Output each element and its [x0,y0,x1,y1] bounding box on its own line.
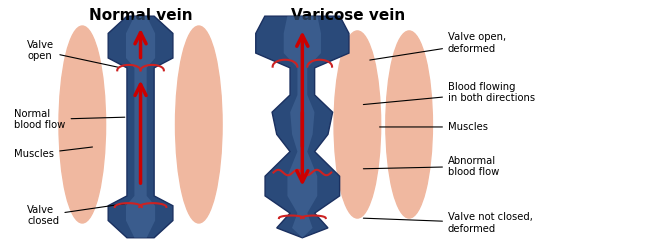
Text: Muscles: Muscles [14,147,92,159]
Text: Valve open,
deformed: Valve open, deformed [370,32,506,60]
Text: Valve
open: Valve open [27,40,118,67]
Text: Normal
blood flow: Normal blood flow [14,109,125,130]
Ellipse shape [334,31,381,218]
Ellipse shape [176,26,222,223]
Text: Valve not closed,
deformed: Valve not closed, deformed [363,212,533,234]
Text: Valve
closed: Valve closed [27,204,125,226]
Polygon shape [108,16,173,238]
Polygon shape [126,16,155,238]
Text: Varicose vein: Varicose vein [291,7,405,23]
Text: Abnormal
blood flow: Abnormal blood flow [363,156,499,177]
Text: Muscles: Muscles [380,122,488,132]
Ellipse shape [386,31,432,218]
Ellipse shape [59,26,105,223]
Text: Blood flowing
in both directions: Blood flowing in both directions [363,82,535,105]
Polygon shape [255,16,349,238]
Text: Normal vein: Normal vein [89,7,192,23]
Polygon shape [283,16,321,238]
